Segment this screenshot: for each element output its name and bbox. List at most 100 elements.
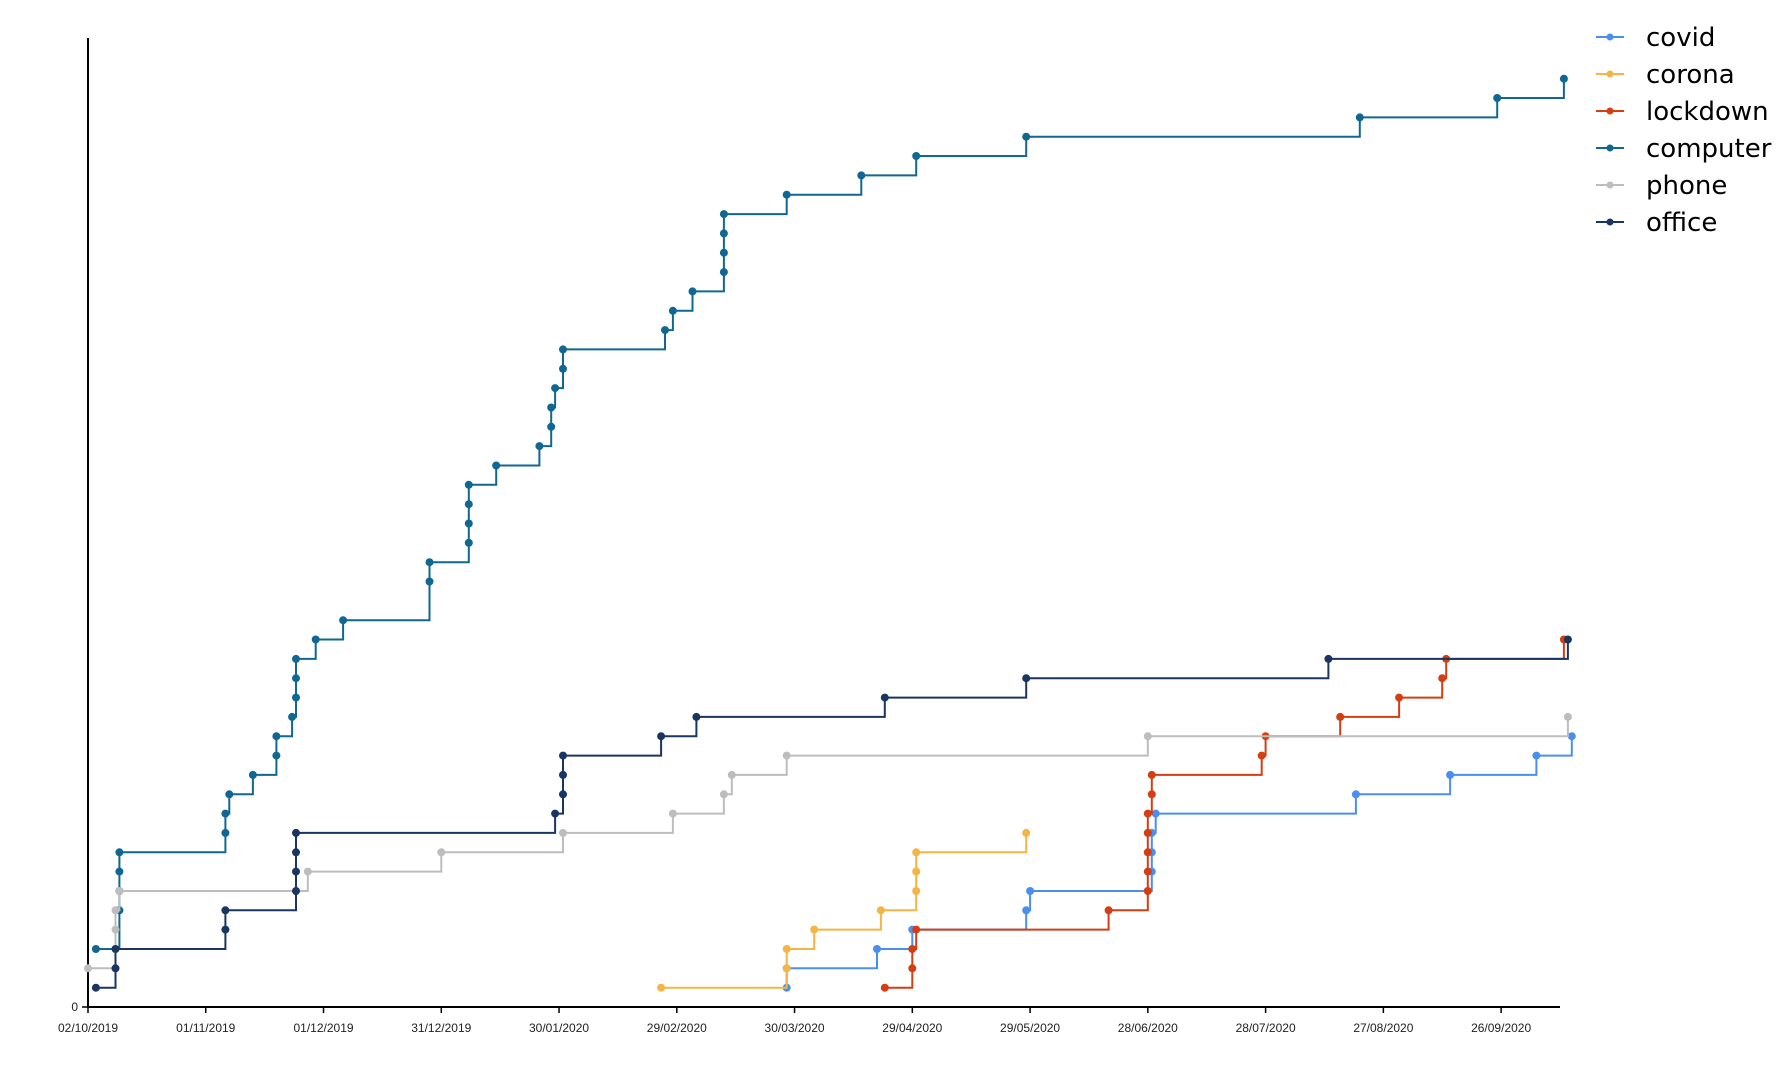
data-point-computer <box>225 790 234 799</box>
data-point-computer <box>339 616 348 625</box>
data-point-phone <box>115 887 124 895</box>
data-point-lockdown <box>880 983 889 992</box>
data-point-office <box>1563 635 1572 644</box>
data-point-computer <box>688 287 697 296</box>
data-point-computer <box>661 326 669 335</box>
data-point-phone <box>668 809 677 818</box>
data-point-computer <box>719 268 728 277</box>
x-tick-label: 26/09/2020 <box>1471 1021 1531 1035</box>
series-covid <box>782 732 1576 992</box>
legend-marker <box>1606 218 1614 226</box>
data-point-phone <box>727 770 736 779</box>
data-point-computer <box>559 345 567 354</box>
legend-label: computer <box>1646 134 1772 164</box>
data-point-corona <box>912 848 921 857</box>
x-tick-label: 01/11/2019 <box>176 1021 235 1035</box>
data-point-computer <box>857 171 866 180</box>
data-point-computer <box>559 364 567 373</box>
axes: 02/10/2019 01/11/2019 01/12/2019 31/12/2019… <box>58 38 1560 1035</box>
data-point-lockdown <box>1395 693 1404 702</box>
data-point-computer <box>464 538 473 547</box>
data-point-office <box>292 848 300 857</box>
data-point-corona <box>912 887 921 895</box>
data-point-office <box>559 751 567 760</box>
data-point-lockdown <box>912 925 921 934</box>
x-tick-label: 30/03/2020 <box>765 1021 825 1035</box>
data-point-covid <box>1026 887 1035 895</box>
data-point-corona <box>657 983 666 992</box>
data-point-phone <box>111 906 120 915</box>
data-point-lockdown <box>908 945 917 953</box>
data-point-computer <box>719 229 728 238</box>
x-tick-label: 01/12/2019 <box>293 1021 353 1035</box>
data-point-phone <box>782 751 791 760</box>
series-phone <box>84 712 1572 973</box>
data-point-office <box>657 732 666 741</box>
legend-item-covid: covid <box>1596 23 1715 53</box>
data-point-office <box>559 790 567 799</box>
data-point-computer <box>1355 113 1364 122</box>
data-point-lockdown <box>908 964 917 973</box>
data-point-computer <box>464 519 473 528</box>
data-point-computer <box>1493 94 1502 102</box>
data-point-office <box>880 693 889 702</box>
data-point-office <box>91 983 100 992</box>
legend-label: lockdown <box>1646 97 1769 127</box>
legend-marker <box>1606 181 1614 189</box>
x-tick-label: 29/04/2020 <box>882 1021 942 1035</box>
series-line-covid <box>785 736 1573 988</box>
data-point-phone <box>84 964 92 973</box>
data-point-office <box>111 964 120 973</box>
data-point-computer <box>311 635 320 644</box>
data-point-computer <box>115 867 124 876</box>
legend-label: corona <box>1646 60 1735 90</box>
data-point-lockdown <box>1143 828 1152 837</box>
data-point-computer <box>425 558 434 567</box>
data-point-corona <box>912 867 921 876</box>
data-point-computer <box>425 577 434 586</box>
series-layer <box>84 74 1576 992</box>
data-point-computer <box>292 693 300 702</box>
legend-item-computer: computer <box>1596 134 1772 164</box>
data-point-computer <box>115 848 124 857</box>
data-point-lockdown <box>1143 848 1152 857</box>
data-point-office <box>221 906 230 915</box>
data-point-office <box>1324 654 1333 663</box>
data-point-lockdown <box>1438 674 1447 683</box>
legend-marker <box>1606 33 1614 41</box>
legend-item-lockdown: lockdown <box>1596 97 1769 127</box>
data-point-computer <box>248 770 257 779</box>
data-point-office <box>1022 674 1031 683</box>
data-point-covid <box>1151 809 1160 818</box>
data-point-computer <box>551 384 560 393</box>
data-point-phone <box>111 925 120 934</box>
legend-marker <box>1606 70 1614 78</box>
data-point-computer <box>91 945 100 953</box>
legend-item-office: office <box>1596 208 1717 238</box>
data-point-computer <box>912 152 921 160</box>
data-point-corona <box>782 945 791 953</box>
series-lockdown <box>880 635 1568 992</box>
series-office <box>91 635 1572 992</box>
data-point-covid <box>1351 790 1360 799</box>
x-tick-label: 31/12/2019 <box>411 1021 471 1035</box>
data-point-computer <box>288 712 297 721</box>
data-point-office <box>559 770 567 779</box>
data-point-computer <box>464 500 473 509</box>
legend-item-corona: corona <box>1596 60 1735 90</box>
legend-label: phone <box>1646 171 1727 201</box>
data-point-covid <box>1532 751 1541 760</box>
legend-label: office <box>1646 208 1717 238</box>
data-point-computer <box>547 403 556 412</box>
series-line-corona <box>661 832 1028 989</box>
data-point-phone <box>719 790 728 799</box>
x-tick-label: 28/07/2020 <box>1236 1021 1296 1035</box>
x-tick-label: 30/01/2020 <box>529 1021 589 1035</box>
y-tick-label: 0 <box>71 1000 78 1014</box>
data-point-phone <box>559 828 567 837</box>
data-point-covid <box>1022 906 1031 915</box>
data-point-covid <box>1446 770 1455 779</box>
data-point-corona <box>876 906 885 915</box>
data-point-office <box>692 712 701 721</box>
data-point-office <box>292 867 300 876</box>
